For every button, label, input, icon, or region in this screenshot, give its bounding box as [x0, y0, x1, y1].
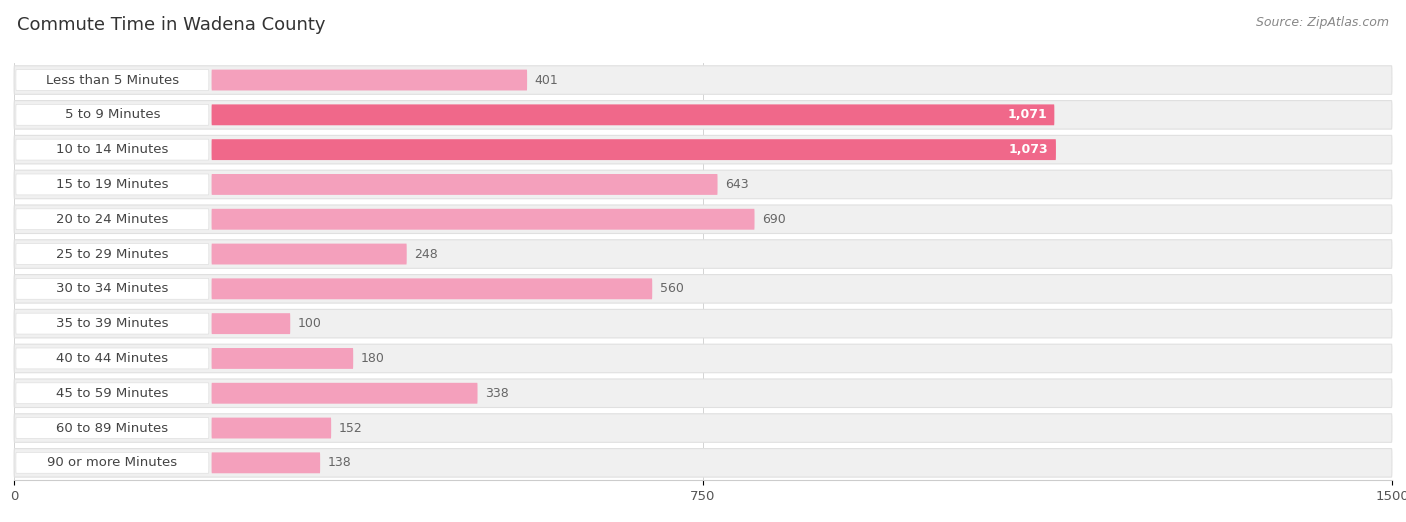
Text: 152: 152 [339, 422, 363, 434]
FancyBboxPatch shape [15, 69, 209, 90]
FancyBboxPatch shape [211, 453, 321, 473]
Text: 90 or more Minutes: 90 or more Minutes [48, 456, 177, 469]
Text: 643: 643 [725, 178, 748, 191]
FancyBboxPatch shape [14, 414, 1392, 442]
FancyBboxPatch shape [211, 174, 717, 195]
Text: 45 to 59 Minutes: 45 to 59 Minutes [56, 387, 169, 400]
FancyBboxPatch shape [14, 448, 1392, 477]
FancyBboxPatch shape [211, 418, 332, 438]
FancyBboxPatch shape [15, 383, 209, 404]
FancyBboxPatch shape [14, 344, 1392, 373]
Text: 20 to 24 Minutes: 20 to 24 Minutes [56, 213, 169, 226]
FancyBboxPatch shape [15, 278, 209, 299]
Text: 338: 338 [485, 387, 509, 400]
FancyBboxPatch shape [15, 313, 209, 334]
FancyBboxPatch shape [14, 379, 1392, 408]
FancyBboxPatch shape [14, 101, 1392, 129]
Text: 40 to 44 Minutes: 40 to 44 Minutes [56, 352, 169, 365]
Text: 1,071: 1,071 [1007, 109, 1047, 121]
Text: 560: 560 [659, 282, 683, 295]
FancyBboxPatch shape [15, 244, 209, 265]
FancyBboxPatch shape [15, 209, 209, 230]
FancyBboxPatch shape [14, 240, 1392, 268]
Text: 10 to 14 Minutes: 10 to 14 Minutes [56, 143, 169, 156]
FancyBboxPatch shape [14, 275, 1392, 303]
Text: 401: 401 [534, 74, 558, 87]
FancyBboxPatch shape [211, 104, 1054, 125]
FancyBboxPatch shape [211, 209, 755, 230]
FancyBboxPatch shape [14, 205, 1392, 233]
Text: 180: 180 [360, 352, 384, 365]
FancyBboxPatch shape [14, 170, 1392, 199]
FancyBboxPatch shape [14, 310, 1392, 338]
Text: 30 to 34 Minutes: 30 to 34 Minutes [56, 282, 169, 295]
Text: 15 to 19 Minutes: 15 to 19 Minutes [56, 178, 169, 191]
FancyBboxPatch shape [14, 135, 1392, 164]
Text: 60 to 89 Minutes: 60 to 89 Minutes [56, 422, 169, 434]
FancyBboxPatch shape [15, 453, 209, 473]
FancyBboxPatch shape [15, 348, 209, 369]
FancyBboxPatch shape [14, 66, 1392, 94]
Text: Source: ZipAtlas.com: Source: ZipAtlas.com [1256, 16, 1389, 29]
Text: 25 to 29 Minutes: 25 to 29 Minutes [56, 247, 169, 260]
Text: Less than 5 Minutes: Less than 5 Minutes [46, 74, 179, 87]
FancyBboxPatch shape [211, 383, 478, 404]
Text: 5 to 9 Minutes: 5 to 9 Minutes [65, 109, 160, 121]
FancyBboxPatch shape [211, 69, 527, 90]
FancyBboxPatch shape [211, 348, 353, 369]
FancyBboxPatch shape [211, 313, 290, 334]
Text: Commute Time in Wadena County: Commute Time in Wadena County [17, 16, 325, 33]
FancyBboxPatch shape [211, 139, 1056, 160]
FancyBboxPatch shape [15, 139, 209, 160]
Text: 138: 138 [328, 456, 352, 469]
FancyBboxPatch shape [15, 174, 209, 195]
Text: 690: 690 [762, 213, 786, 226]
FancyBboxPatch shape [15, 418, 209, 438]
FancyBboxPatch shape [211, 244, 406, 265]
FancyBboxPatch shape [211, 278, 652, 299]
Text: 248: 248 [413, 247, 437, 260]
FancyBboxPatch shape [15, 104, 209, 125]
Text: 35 to 39 Minutes: 35 to 39 Minutes [56, 317, 169, 330]
Text: 100: 100 [298, 317, 322, 330]
Text: 1,073: 1,073 [1010, 143, 1049, 156]
